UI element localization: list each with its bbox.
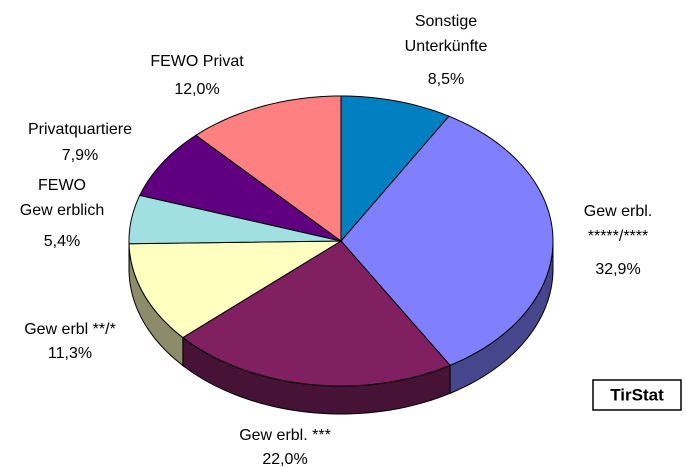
slice [340,95,450,243]
slice-label: Gew erbl. [584,203,652,220]
slice-label: Unterkünfte [405,38,488,55]
value-label: 11,3% [48,345,92,362]
slice [340,115,554,366]
slice-label: Privatquartiere [28,121,132,138]
slice-label: FEWO Privat [150,53,244,70]
slice [128,240,343,339]
slice [139,134,342,242]
value-label: 32,9% [595,261,640,278]
slice-label: Gew erbl **/* [24,321,116,338]
slice [128,194,342,245]
source-label: TirStat [610,385,664,404]
source-box [592,379,682,411]
value-label: 5,4% [44,233,80,250]
slice-label: *****/**** [588,228,648,245]
slice-label: Gew erbl. *** [239,427,331,444]
slice [181,240,451,387]
slice-label: Sonstige [415,13,477,30]
slice-label: FEWO [38,177,86,194]
slice [194,95,342,242]
value-label: 7,9% [62,147,98,164]
value-label: 12,0% [174,81,219,98]
value-label: 22,0% [262,451,307,468]
value-label: 8,5% [428,71,464,88]
slice-label: Gew erblich [20,202,104,219]
